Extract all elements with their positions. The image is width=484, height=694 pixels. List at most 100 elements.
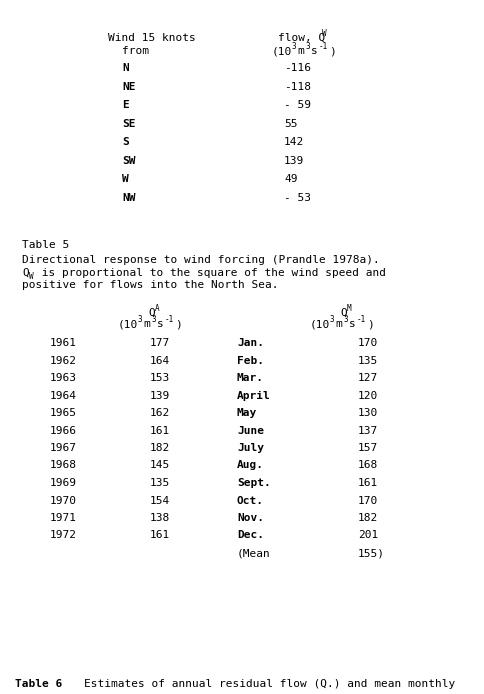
Text: 55: 55 [284, 119, 297, 128]
Text: May: May [237, 408, 257, 418]
Text: -118: -118 [284, 81, 310, 92]
Text: 3: 3 [305, 42, 310, 51]
Text: 153: 153 [150, 373, 170, 383]
Text: S: S [122, 137, 128, 147]
Text: April: April [237, 391, 270, 400]
Text: 139: 139 [284, 155, 303, 165]
Text: 137: 137 [357, 425, 378, 436]
Text: 1961: 1961 [50, 338, 77, 348]
Text: 201: 201 [357, 530, 378, 541]
Text: SW: SW [122, 155, 135, 165]
Text: 161: 161 [357, 478, 378, 488]
Text: Q: Q [339, 308, 346, 318]
Text: 135: 135 [150, 478, 170, 488]
Text: -1: -1 [165, 315, 174, 324]
Text: 1967: 1967 [50, 443, 77, 453]
Text: 3: 3 [329, 315, 334, 324]
Text: (10: (10 [118, 319, 138, 329]
Text: positive for flows into the North Sea.: positive for flows into the North Sea. [22, 280, 278, 290]
Text: is proportional to the square of the wind speed and: is proportional to the square of the win… [35, 268, 385, 278]
Text: -1: -1 [318, 42, 328, 51]
Text: E: E [122, 100, 128, 110]
Text: 154: 154 [150, 496, 170, 505]
Text: from: from [122, 46, 149, 56]
Text: 139: 139 [150, 391, 170, 400]
Text: June: June [237, 425, 263, 436]
Text: Sept.: Sept. [237, 478, 270, 488]
Text: Dec.: Dec. [237, 530, 263, 541]
Text: m: m [296, 46, 303, 56]
Text: - 53: - 53 [284, 192, 310, 203]
Text: 127: 127 [357, 373, 378, 383]
Text: Feb.: Feb. [237, 355, 263, 366]
Text: (10: (10 [272, 46, 292, 56]
Text: - 59: - 59 [284, 100, 310, 110]
Text: Directional response to wind forcing (Prandle 1978a).: Directional response to wind forcing (Pr… [22, 255, 379, 265]
Text: W: W [321, 29, 326, 38]
Text: July: July [237, 443, 263, 453]
Text: Oct.: Oct. [237, 496, 263, 505]
Text: 3: 3 [151, 315, 156, 324]
Text: 1968: 1968 [50, 461, 77, 471]
Text: 1965: 1965 [50, 408, 77, 418]
Text: 3: 3 [291, 42, 296, 51]
Text: N: N [122, 63, 128, 73]
Text: 135: 135 [357, 355, 378, 366]
Text: 1969: 1969 [50, 478, 77, 488]
Text: flow, Q: flow, Q [277, 33, 325, 43]
Text: Nov.: Nov. [237, 513, 263, 523]
Text: Q: Q [148, 308, 154, 318]
Text: -1: -1 [356, 315, 365, 324]
Text: 1971: 1971 [50, 513, 77, 523]
Text: Table 6: Table 6 [15, 679, 62, 689]
Text: Estimates of annual residual flow (Q.) and mean monthly: Estimates of annual residual flow (Q.) a… [84, 679, 454, 689]
Text: Aug.: Aug. [237, 461, 263, 471]
Text: 130: 130 [357, 408, 378, 418]
Text: ): ) [366, 319, 373, 329]
Text: 1962: 1962 [50, 355, 77, 366]
Text: 168: 168 [357, 461, 378, 471]
Text: Mar.: Mar. [237, 373, 263, 383]
Text: 3: 3 [343, 315, 348, 324]
Text: ): ) [328, 46, 335, 56]
Text: 1966: 1966 [50, 425, 77, 436]
Text: 161: 161 [150, 425, 170, 436]
Text: 170: 170 [357, 338, 378, 348]
Text: s: s [310, 46, 317, 56]
Text: Q: Q [22, 268, 29, 278]
Text: 1964: 1964 [50, 391, 77, 400]
Text: W: W [29, 272, 33, 281]
Text: 182: 182 [357, 513, 378, 523]
Text: 161: 161 [150, 530, 170, 541]
Text: A: A [155, 304, 159, 313]
Text: ): ) [175, 319, 182, 329]
Text: 155): 155) [357, 548, 384, 558]
Text: 138: 138 [150, 513, 170, 523]
Text: M: M [346, 304, 351, 313]
Text: 3: 3 [138, 315, 142, 324]
Text: 142: 142 [284, 137, 303, 147]
Text: (Mean: (Mean [237, 548, 270, 558]
Text: s: s [348, 319, 355, 329]
Text: m: m [334, 319, 341, 329]
Text: m: m [143, 319, 150, 329]
Text: 162: 162 [150, 408, 170, 418]
Text: 1963: 1963 [50, 373, 77, 383]
Text: 120: 120 [357, 391, 378, 400]
Text: Jan.: Jan. [237, 338, 263, 348]
Text: s: s [157, 319, 164, 329]
Text: 182: 182 [150, 443, 170, 453]
Text: W: W [122, 174, 128, 184]
Text: 170: 170 [357, 496, 378, 505]
Text: 1970: 1970 [50, 496, 77, 505]
Text: 177: 177 [150, 338, 170, 348]
Text: 145: 145 [150, 461, 170, 471]
Text: 157: 157 [357, 443, 378, 453]
Text: -116: -116 [284, 63, 310, 73]
Text: NW: NW [122, 192, 135, 203]
Text: NE: NE [122, 81, 135, 92]
Text: Wind 15 knots: Wind 15 knots [108, 33, 196, 43]
Text: 164: 164 [150, 355, 170, 366]
Text: 49: 49 [284, 174, 297, 184]
Text: 1972: 1972 [50, 530, 77, 541]
